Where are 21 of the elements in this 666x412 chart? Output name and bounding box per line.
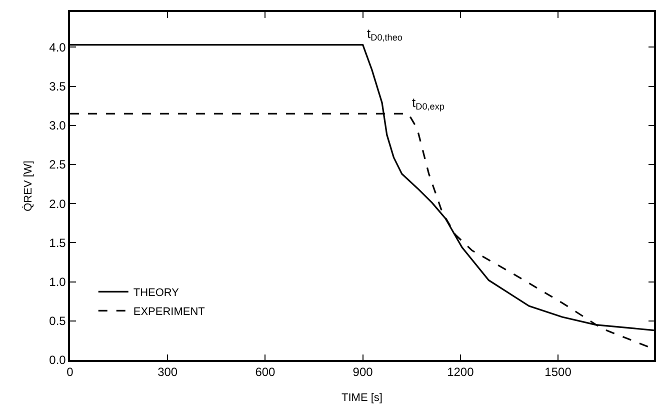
y-tick-label: 2.0	[49, 196, 66, 211]
y-tick-label: 2.5	[49, 158, 66, 172]
y-tick-label: 0.5	[49, 314, 66, 328]
x-tick-label: 900	[352, 365, 374, 380]
annotation: t$_{D0,exp}$	[412, 95, 444, 112]
y-tick-label: 3.5	[49, 79, 66, 94]
y-axis-title: Q̇REV [W]	[22, 160, 34, 212]
y-tick-label: 4.0	[49, 40, 66, 54]
y-tick-label: 3.0	[49, 118, 66, 133]
y-tick-label: 1.5	[49, 236, 66, 250]
y-tick-label: 0.0	[49, 353, 66, 368]
annotation: t$_{D0,theo}$	[367, 26, 402, 43]
x-axis-title: TIME [s]	[342, 392, 382, 404]
x-tick-label: 1200	[447, 365, 474, 380]
legend-label: THEORY	[133, 286, 180, 299]
legend-label: EXPERIMENT	[133, 306, 206, 318]
x-tick-label: 600	[255, 365, 276, 380]
x-tick-label: 1500	[544, 365, 572, 380]
x-tick-label: 300	[158, 365, 178, 380]
y-tick-label: 1.0	[49, 275, 66, 289]
x-tick-label: 0	[66, 365, 74, 380]
